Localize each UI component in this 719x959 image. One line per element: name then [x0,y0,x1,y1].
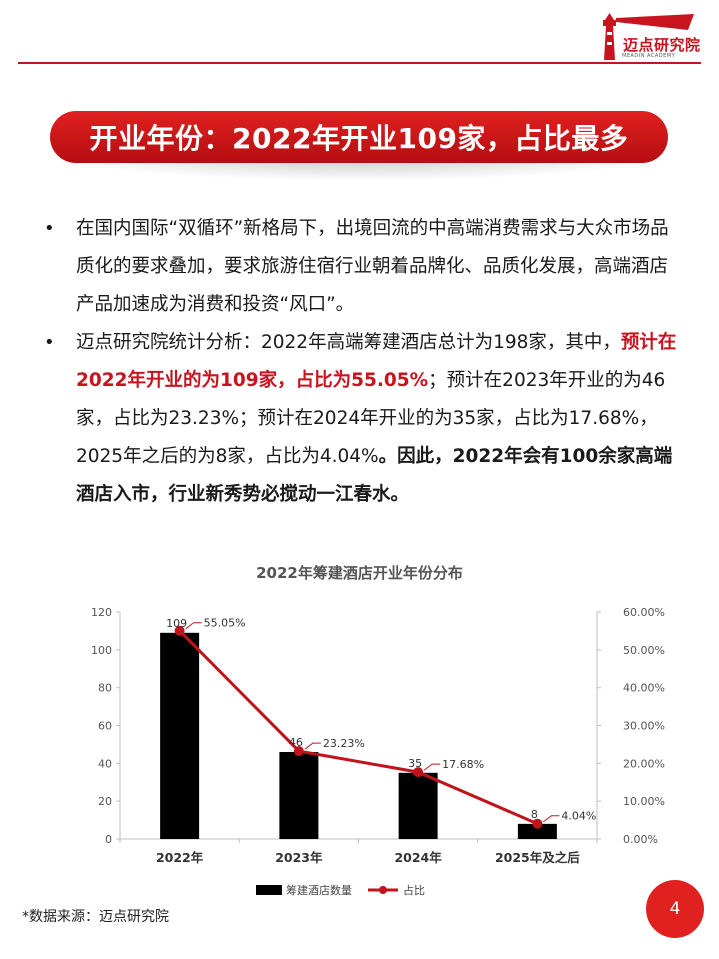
y-left-tick-label: 100 [91,644,112,657]
bar [279,751,319,839]
bullet-text: 在国内国际“双循环”新格局下，出境回流的中高端消费需求与大众市场品质化的要求叠加… [76,218,669,315]
percentage-value-label: 23.23% [323,737,365,750]
line-point [413,767,424,778]
y-left-tick-label: 120 [91,606,112,619]
chart-title: 2022年筹建酒店开业年份分布 [256,564,463,582]
y-right-tick-label: 20.00% [623,757,665,770]
percentage-value-label: 4.04% [561,810,596,823]
y-left-tick-label: 0 [105,833,112,846]
percentage-value-label: 17.68% [442,758,484,771]
bar [398,772,438,839]
y-left-tick-label: 80 [98,682,112,695]
data-label-leader [423,763,441,771]
bullet-text: ；预计在2023年开业的为46家，占比为23.23%；预计在2024年开业的为3… [76,370,666,467]
y-left-tick-label: 20 [98,795,112,808]
x-tick-label: 2023年 [275,850,323,865]
legend-line-marker [379,886,387,894]
bullet-text: 迈点研究院统计分析：2022年高端筹建酒店总计为198家，其中， [76,332,621,353]
y-right-tick-label: 0.00% [623,833,658,846]
page-number: 4 [669,899,681,919]
data-label-leader [304,742,321,750]
y-right-tick-label: 10.00% [623,795,665,808]
bullet-item: • 在国内国际“双循环”新格局下，出境回流的中高端消费需求与大众市场品质化的要求… [40,210,680,324]
percentage-value-label: 55.05% [204,617,246,630]
line-point [174,625,185,636]
combo-chart: 0 20 40 60 80 100 120 0.00% 10.00% 20.00% 30.00% 40… [91,606,665,897]
bullet-list: • 在国内国际“双循环”新格局下，出境回流的中高端消费需求与大众市场品质化的要求… [40,210,680,514]
bullet-dot-icon: • [44,218,55,239]
title-banner: 开业年份：2022年开业109家，占比最多 [50,111,668,181]
y-right-tick-label: 50.00% [623,644,665,657]
x-tick-label: 2024年 [394,850,442,865]
title-bar: 开业年份：2022年开业109家，占比最多 [50,111,668,163]
data-label-leader [185,622,202,630]
y-right-tick-label: 60.00% [623,606,665,619]
page-number-badge: 4 [646,880,704,938]
x-tick-label: 2025年及之后 [495,850,580,865]
logo-subtext: MEADIN ACADEMY [622,53,676,59]
bar [160,632,200,839]
lighthouse-logo-icon [603,13,694,60]
y-right-tick-label: 30.00% [623,720,665,733]
data-label-leader [543,815,560,823]
x-tick-label: 2022年 [156,850,204,865]
y-left-tick-label: 60 [98,720,112,733]
page-title: 开业年份：2022年开业109家，占比最多 [89,122,629,155]
y-left-tick-label: 40 [98,757,112,770]
data-source-note: *数据来源：迈点研究院 [22,909,169,925]
y-right-tick-label: 40.00% [623,682,665,695]
line-point [532,818,543,829]
bullet-bold-text: 。因此，2022年会有100余家高端酒店入市，行业新秀势必搅动一江春水。 [76,446,673,505]
bullet-item: • 迈点研究院统计分析：2022年高端筹建酒店总计为198家，其中，预计在202… [40,324,680,514]
legend-bar-label: 筹建酒店数量 [286,883,352,897]
bullet-highlight-text: 预计在2022年开业的为109家，占比为55.05% [76,332,677,391]
bar-value-label: 35 [408,757,422,770]
bar-value-label: 46 [289,736,303,749]
bar-value-label: 109 [166,617,187,630]
line-point [293,746,304,757]
bullet-dot-icon: • [44,332,55,353]
legend-line-label: 占比 [403,883,425,897]
percentage-line [178,629,538,826]
bar-value-label: 8 [531,808,538,821]
header-divider [18,62,701,64]
bar [517,823,557,839]
logo-text: 迈点研究院 [623,36,701,54]
legend-bar-swatch [256,885,282,895]
